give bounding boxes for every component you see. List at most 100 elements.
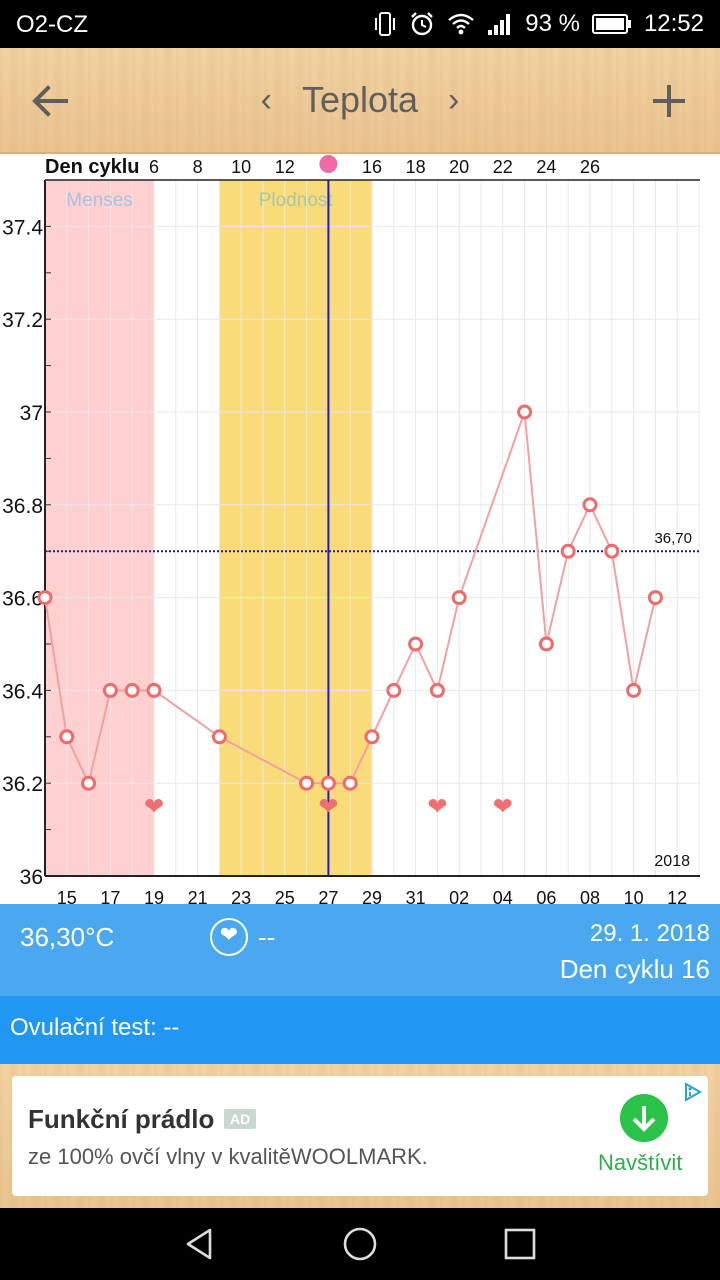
download-arrow-icon[interactable] — [620, 1094, 668, 1142]
temperature-point[interactable] — [582, 497, 598, 513]
battery-icon — [591, 14, 631, 34]
top-tick-label: 22 — [493, 157, 513, 177]
temperature-point[interactable] — [626, 682, 642, 698]
temperature-point[interactable] — [451, 590, 467, 606]
heart-icon: ❤ — [493, 792, 513, 820]
add-icon[interactable] — [644, 76, 694, 126]
top-tick-label: 6 — [149, 157, 159, 177]
fertile-band — [219, 180, 372, 876]
temperature-point[interactable] — [364, 729, 380, 745]
temperature-point[interactable] — [386, 682, 402, 698]
x-tick-label: 04 — [493, 888, 513, 904]
heart-circle-icon: ❤ — [210, 918, 248, 956]
temperature-point[interactable] — [604, 543, 620, 559]
ad-card[interactable]: Funkční prádlo AD ze 100% ovčí vlny v kv… — [12, 1076, 708, 1196]
y-tick-label: 36.8 — [2, 495, 43, 518]
top-tick-label: 10 — [231, 157, 251, 177]
x-tick-label: 21 — [188, 888, 208, 904]
top-tick-label: 16 — [362, 157, 382, 177]
temperature-point[interactable] — [211, 729, 227, 745]
app-header: ‹ Teplota › — [0, 48, 720, 154]
temperature-point[interactable] — [320, 775, 336, 791]
prev-chart-button[interactable]: ‹ — [260, 81, 272, 119]
back-arrow-icon[interactable] — [26, 76, 76, 126]
nav-home-icon[interactable] — [342, 1226, 378, 1262]
visit-button[interactable]: Navštívit — [598, 1150, 683, 1175]
menses-band — [45, 180, 154, 876]
y-tick-label: 36.2 — [2, 773, 43, 796]
x-tick-label: 06 — [536, 888, 556, 904]
title-switcher: ‹ Teplota › — [240, 72, 480, 128]
temperature-point[interactable] — [408, 636, 424, 652]
temperature-point[interactable] — [517, 404, 533, 420]
temperature-point[interactable] — [146, 682, 162, 698]
x-tick-label: 23 — [231, 888, 251, 904]
temperature-value: 36,30°C — [20, 922, 115, 952]
temperature-point[interactable] — [538, 636, 554, 652]
x-tick-label: 17 — [100, 888, 120, 904]
signal-icon — [488, 14, 511, 35]
temperature-point[interactable] — [429, 682, 445, 698]
fertile-label: Plodnost — [259, 190, 334, 211]
next-chart-button[interactable]: › — [448, 81, 460, 119]
day-info-panel: 36,30°C ❤ -- 29. 1. 2018 Den cyklu 16 — [0, 904, 720, 996]
ad-choices-icon[interactable] — [680, 1080, 704, 1104]
heart-icon: ❤ — [318, 792, 338, 820]
x-tick-label: 29 — [362, 888, 382, 904]
ad-description[interactable]: ze 100% ovčí vlny v kvalitěWOOLMARK. — [28, 1144, 428, 1169]
status-icons: 93 % 12:52 — [373, 10, 704, 38]
temperature-point[interactable] — [102, 682, 118, 698]
heart-icon: ❤ — [427, 792, 447, 820]
top-tick-label: 8 — [193, 157, 203, 177]
y-tick-label: 37 — [20, 402, 43, 425]
page-title: Teplota — [301, 79, 419, 120]
ovulation-test-label: Ovulační test: -- — [10, 1014, 180, 1041]
x-tick-label: 12 — [667, 888, 687, 904]
ovulation-test-row[interactable]: Ovulační test: -- — [0, 996, 720, 1064]
status-bar: O2-CZ 93 % 12:52 — [0, 0, 720, 48]
alarm-icon — [411, 12, 434, 36]
x-tick-label: 10 — [624, 888, 644, 904]
heart-icon: ❤ — [219, 922, 239, 947]
y-tick-label: 37.2 — [2, 309, 43, 332]
year-label: 2018 — [654, 853, 690, 870]
temperature-chart[interactable]: Menses Plodnost Den cyklu 6 8 10 12 16 18 20 22 24 2… — [0, 152, 720, 904]
temperature-point[interactable] — [59, 729, 75, 745]
x-tick-label: 08 — [580, 888, 600, 904]
temperature-point[interactable] — [81, 775, 97, 791]
temperature-point[interactable] — [560, 543, 576, 559]
top-tick-label: 20 — [449, 157, 469, 177]
ad-area: Funkční prádlo AD ze 100% ovčí vlny v kv… — [0, 1064, 720, 1208]
battery-percent: 93 % — [525, 10, 580, 37]
top-tick-label: 26 — [580, 157, 600, 177]
clock: 12:52 — [643, 10, 704, 37]
ovulation-dot — [319, 155, 338, 173]
nav-recents-icon[interactable] — [502, 1226, 538, 1262]
y-tick-label: 36.4 — [2, 680, 43, 703]
y-tick-label: 36 — [20, 866, 43, 889]
y-tick-label: 37.4 — [2, 216, 43, 239]
nav-back-icon[interactable] — [182, 1226, 218, 1262]
temperature-point[interactable] — [342, 775, 358, 791]
heart-icon: ❤ — [144, 792, 164, 820]
wifi-icon — [448, 13, 475, 35]
temperature-series-line — [44, 411, 657, 787]
ad-title[interactable]: Funkční prádlo — [28, 1104, 215, 1134]
top-tick-label: 12 — [275, 157, 295, 177]
temperature-point[interactable] — [124, 682, 140, 698]
x-tick-label: 27 — [318, 888, 338, 904]
vibrate-icon — [375, 12, 396, 36]
threshold-label: 36,70 — [654, 530, 692, 547]
x-tick-label: 15 — [57, 888, 77, 904]
x-tick-label: 19 — [144, 888, 164, 904]
temperature-point[interactable] — [299, 775, 315, 791]
temperature-point[interactable] — [647, 590, 663, 606]
x-tick-label: 25 — [275, 888, 295, 904]
temperature-point[interactable] — [37, 590, 53, 606]
carrier-label: O2-CZ — [16, 11, 88, 38]
top-axis-title: Den cyklu — [45, 156, 139, 178]
navigation-bar — [0, 1208, 720, 1280]
sex-value: -- — [258, 922, 276, 952]
top-tick-label: 24 — [536, 157, 556, 177]
x-tick-label: 02 — [449, 888, 469, 904]
